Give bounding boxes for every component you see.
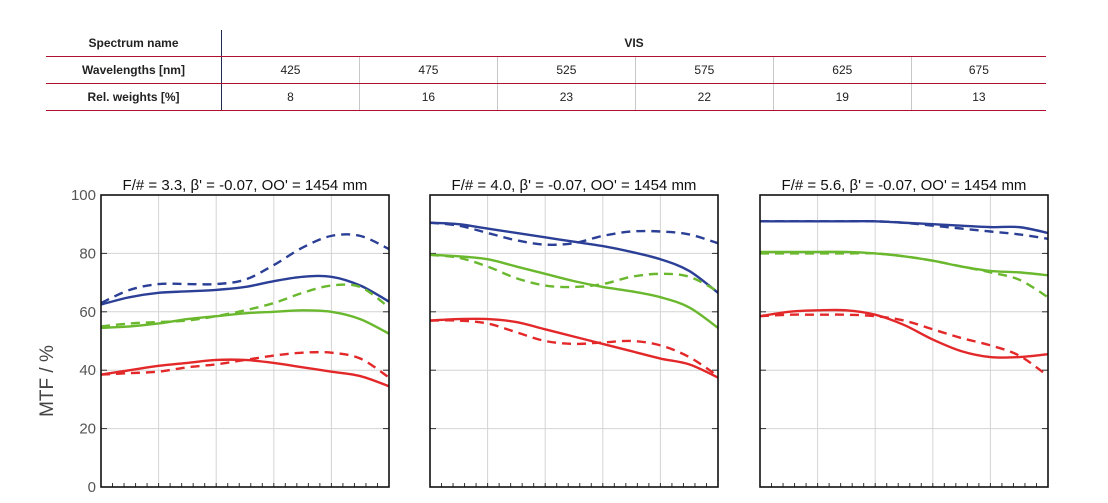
wavelength-cell: 425 bbox=[221, 56, 360, 84]
mtf-series-blue-solid bbox=[759, 219, 1049, 235]
mtf-series-green-dashed bbox=[100, 283, 390, 328]
mtf-series-red-dashed bbox=[429, 319, 719, 378]
spectrum-name-header: Spectrum name bbox=[46, 30, 222, 57]
mtf-series-blue-solid bbox=[100, 274, 390, 306]
table-row-weights: Rel. weights [%] 8 16 23 22 19 13 bbox=[46, 83, 1046, 111]
spectrum-name-value: VIS bbox=[221, 30, 1046, 57]
mtf-series-red-solid bbox=[100, 358, 390, 388]
weight-cell: 19 bbox=[773, 83, 912, 111]
wavelength-cell: 625 bbox=[773, 56, 912, 84]
mtf-series-red-solid bbox=[429, 317, 719, 379]
chart-title: F/# = 3.3, β' = -0.07, OO' = 1454 mm bbox=[123, 177, 368, 194]
weight-cell: 13 bbox=[911, 83, 1046, 111]
mtf-series-red-dashed bbox=[100, 350, 390, 379]
mtf-chart-canvas: F/# = 3.3, β' = -0.07, OO' = 1454 mm 0 20 4… bbox=[37, 177, 1049, 496]
weights-header: Rel. weights [%] bbox=[46, 83, 222, 111]
mtf-series-blue-dashed bbox=[100, 233, 390, 305]
table-row-wavelengths: Wavelengths [nm] 425 475 525 575 625 675 bbox=[46, 56, 1046, 84]
y-tick-label: 60 bbox=[79, 304, 96, 321]
plot-frame bbox=[429, 194, 719, 488]
mtf-series-green-solid bbox=[759, 250, 1049, 277]
mtf-series-green-solid bbox=[100, 309, 390, 335]
weight-cell: 23 bbox=[497, 83, 636, 111]
table-row-spectrum: Spectrum name VIS bbox=[46, 30, 1046, 57]
y-tick-label: 0 bbox=[88, 479, 96, 496]
mtf-series-red-dashed bbox=[759, 313, 1049, 378]
plot-frame bbox=[100, 194, 390, 488]
weight-cell: 16 bbox=[359, 83, 498, 111]
mtf-series-blue-dashed bbox=[759, 219, 1049, 240]
weight-cell: 22 bbox=[635, 83, 774, 111]
mtf-series-green-solid bbox=[429, 253, 719, 329]
mtf-series-green-dashed bbox=[429, 253, 719, 293]
y-tick-label: 40 bbox=[79, 362, 96, 379]
wavelengths-header: Wavelengths [nm] bbox=[46, 56, 222, 84]
chart-title: F/# = 4.0, β' = -0.07, OO' = 1454 mm bbox=[452, 177, 697, 194]
weight-cell: 8 bbox=[221, 83, 360, 111]
y-tick-label: 100 bbox=[71, 187, 96, 204]
wavelength-cell: 525 bbox=[497, 56, 636, 84]
wavelength-cell: 675 bbox=[911, 56, 1046, 84]
wavelength-cell: 575 bbox=[635, 56, 774, 84]
mtf-series-blue-dashed bbox=[429, 221, 719, 247]
spectrum-table: Spectrum name VIS Wavelengths [nm] 425 4… bbox=[46, 30, 1046, 111]
chart-title: F/# = 5.6, β' = -0.07, OO' = 1454 mm bbox=[782, 177, 1027, 194]
mtf-charts: F/# = 3.3, β' = -0.07, OO' = 1454 mm 0 20 4… bbox=[0, 160, 1108, 503]
wavelength-cell: 475 bbox=[359, 56, 498, 84]
mtf-series-red-solid bbox=[759, 308, 1049, 359]
mtf-series-blue-solid bbox=[429, 221, 719, 294]
y-axis-label: MTF / % bbox=[37, 345, 58, 417]
mtf-series-green-dashed bbox=[759, 251, 1049, 299]
y-tick-label: 80 bbox=[79, 245, 96, 262]
y-tick-label: 20 bbox=[79, 421, 96, 438]
plot-frame bbox=[759, 194, 1049, 488]
